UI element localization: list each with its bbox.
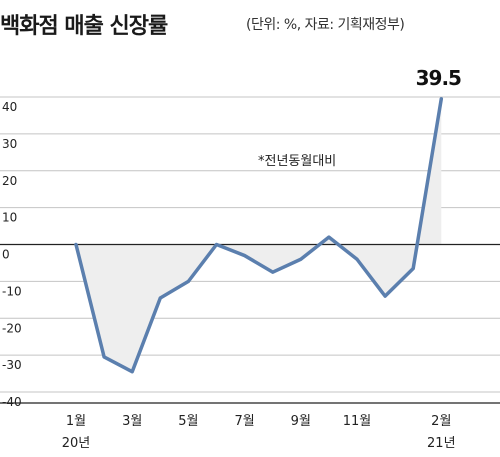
chart-subtitle: (단위: %, 자료: 기획재정부) [246,17,405,33]
chart-title: 백화점 매출 신장률 [0,14,168,39]
y-tick-label: 40 [2,100,17,114]
data-label: 39.5 [416,66,461,90]
x-tick-sublabel: 20년 [62,436,91,451]
data-point [158,296,162,300]
y-tick-label: 30 [2,137,17,151]
y-tick-label: 10 [2,211,17,225]
x-tick-label: 7월 [234,414,254,429]
y-tick-label: 20 [2,174,17,188]
data-point [102,355,106,359]
data-point [74,243,78,246]
chart-header: 백화점 매출 신장률 (단위: %, 자료: 기획재정부) [0,0,500,60]
data-point [439,97,443,101]
data-point [411,266,415,270]
data-point [186,279,190,283]
x-tick-label: 1월 [66,414,86,429]
data-point [299,257,303,261]
x-tick-label: 3월 [122,414,142,429]
data-point [355,257,359,261]
y-tick-label: -10 [2,284,22,298]
x-tick-label: 2월 [431,414,451,429]
series-line [74,97,444,374]
y-tick-label: -30 [2,358,22,372]
data-point [327,235,331,239]
chart-annotation: *전년동월대비 [258,154,336,169]
x-tick-label: 5월 [178,414,198,429]
y-tick-label: -20 [2,321,22,335]
x-tick-label: 11월 [343,414,372,429]
data-point [383,294,387,298]
data-point [130,370,134,374]
area-fill [76,98,442,372]
data-point [215,243,218,246]
data-point [271,270,275,274]
x-tick-sublabel: 21년 [427,436,456,451]
y-tick-label: 0 [2,248,10,262]
data-point [243,254,247,258]
y-tick-label: -40 [2,395,22,409]
x-tick-label: 9월 [291,414,311,429]
